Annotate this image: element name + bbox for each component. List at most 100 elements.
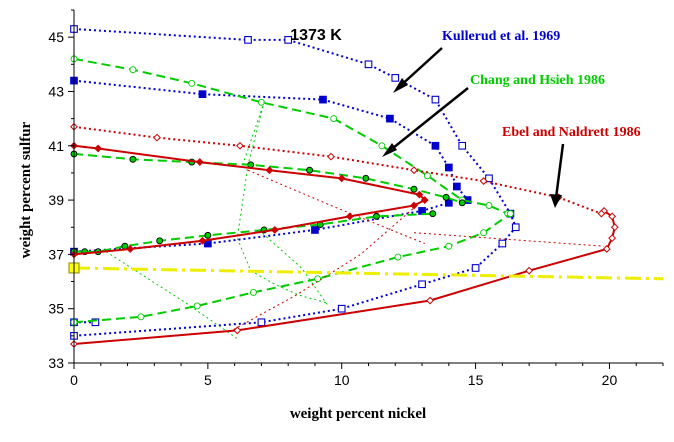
data-point-kullerud-et-al-1969: [452, 182, 461, 191]
data-point-chang-and-hsieh-1986: [129, 155, 137, 163]
data-point-ebel-and-naldrett-1986: [410, 166, 418, 175]
data-point-kullerud-et-al-1969: [485, 174, 493, 183]
data-point-chang-and-hsieh-1986: [257, 98, 265, 106]
data-point-kullerud-et-al-1969: [471, 264, 480, 272]
data-point-kullerud-et-al-1969: [337, 304, 346, 313]
series-line-chang-and-hsieh-1986-0: [73, 57, 509, 215]
x-tick-label: 5: [204, 372, 212, 388]
data-point-kullerud-et-al-1969: [319, 95, 327, 104]
data-point-chang-and-hsieh-1986: [458, 199, 466, 207]
data-point-chang-and-hsieh-1986: [373, 212, 380, 220]
data-point-chang-and-hsieh-1986: [193, 302, 201, 310]
annotation-kullerud: Kullerud et al. 1969: [442, 29, 560, 44]
data-point-ebel-and-naldrett-1986: [265, 166, 274, 175]
data-point-ebel-and-naldrett-1986: [610, 223, 619, 232]
data-point-kullerud-et-al-1969: [444, 163, 453, 172]
data-point-chang-and-hsieh-1986: [330, 115, 338, 123]
y-tick-label: 37: [48, 246, 64, 262]
annotation-ebel-naldrett: Ebel and Naldrett 1986: [502, 125, 641, 140]
data-point-chang-and-hsieh-1986: [423, 172, 431, 180]
data-point-ebel-and-naldrett-1986: [126, 245, 135, 253]
data-point-kullerud-et-al-1969: [198, 90, 207, 99]
series-line-kullerud-et-al-1969-2: [73, 201, 450, 253]
data-point-kullerud-et-al-1969: [431, 95, 440, 104]
data-point-chang-and-hsieh-1986: [188, 79, 196, 87]
series-line-kullerud-et-al-1969-0: [73, 28, 517, 337]
series-chang-and-hsieh-1986: [70, 55, 514, 340]
data-point-chang-and-hsieh-1986: [506, 210, 514, 218]
series-line-ebel-and-naldrett-1986-5: [247, 169, 425, 244]
y-tick-label: 43: [48, 83, 64, 99]
data-point-chang-and-hsieh-1986: [429, 210, 437, 218]
data-point-kullerud-et-al-1969: [364, 60, 373, 69]
chart-title: 1373 K: [290, 27, 342, 44]
y-tick-label: 39: [48, 192, 64, 208]
annotation-chang-hsieh: Chang and Hsieh 1986: [470, 73, 605, 88]
data-point-kullerud-et-al-1969: [244, 36, 252, 44]
data-point-ebel-and-naldrett-1986: [608, 212, 617, 221]
series-line-ebel-and-naldrett-1986-4: [413, 232, 605, 247]
data-point-ebel-and-naldrett-1986: [525, 266, 534, 275]
data-point-ebel-and-naldrett-1986: [327, 152, 335, 161]
x-tick-label: 10: [334, 372, 350, 388]
data-point-chang-and-hsieh-1986: [156, 237, 164, 245]
y-axis-title: weight percent sulfur: [18, 121, 34, 258]
arrowhead-chang-hsieh: [382, 143, 397, 157]
x-tick-label: 15: [468, 372, 484, 388]
data-point-ebel-and-naldrett-1986: [94, 144, 103, 153]
x-tick-label: 0: [70, 372, 78, 388]
data-point-kullerud-et-al-1969: [257, 318, 266, 327]
data-point-chang-and-hsieh-1986: [394, 253, 402, 261]
data-point-ebel-and-naldrett-1986: [602, 245, 611, 253]
data-point-ebel-and-naldrett-1986: [337, 174, 346, 183]
x-tick-label: 20: [602, 372, 618, 388]
arrowhead-kullerud: [393, 78, 408, 93]
data-point-kullerud-et-al-1969: [511, 223, 520, 232]
data-point-ebel-and-naldrett-1986: [270, 226, 279, 234]
series-line-chang-and-hsieh-1986-1: [73, 152, 463, 204]
data-point-ebel-and-naldrett-1986: [345, 212, 354, 221]
axes-layer: 0 5 10 15 20 33 35 37 39 41 43 45: [48, 9, 664, 388]
data-point-chang-and-hsieh-1986: [410, 185, 418, 193]
data-point-chang-and-hsieh-1986: [480, 229, 488, 237]
series-line-chang-and-hsieh-1986-4: [236, 101, 329, 304]
series-line-ebel-and-naldrett-1986-2: [73, 125, 602, 215]
data-point-chang-and-hsieh-1986: [485, 202, 493, 209]
arrowhead-ebel-naldrett: [550, 194, 562, 208]
data-point-ebel-and-naldrett-1986: [479, 177, 488, 185]
data-point-ebel-and-naldrett-1986: [195, 158, 204, 166]
data-point-kullerud-et-al-1969: [91, 318, 100, 327]
data-point-chang-and-hsieh-1986: [362, 174, 370, 182]
data-point-chang-and-hsieh-1986: [137, 313, 145, 321]
data-point-kullerud-et-al-1969: [498, 239, 507, 248]
data-point-chang-and-hsieh-1986: [249, 288, 257, 296]
data-point-ebel-and-naldrett-1986: [415, 190, 424, 199]
data-point-chang-and-hsieh-1986: [442, 193, 450, 201]
arrow-ebel-naldrett: [554, 143, 565, 199]
data-point-chang-and-hsieh-1986: [204, 231, 212, 239]
series-line-chang-and-hsieh-1986-3: [73, 212, 511, 324]
data-point-ebel-and-naldrett-1986: [597, 209, 606, 218]
data-point-ebel-and-naldrett-1986: [420, 196, 429, 204]
data-point-kullerud-et-al-1969: [418, 280, 426, 289]
data-point-kullerud-et-al-1969: [284, 36, 293, 44]
data-point-kullerud-et-al-1969: [431, 141, 440, 150]
data-point-ebel-and-naldrett-1986: [608, 234, 617, 242]
x-axis-title: weight percent nickel: [290, 406, 426, 422]
data-point-kullerud-et-al-1969: [311, 226, 319, 234]
data-point-ebel-and-naldrett-1986: [426, 296, 434, 305]
data-point-chang-and-hsieh-1986: [314, 275, 322, 283]
arrow-kullerud: [397, 47, 443, 89]
arrow-chang-hsieh: [387, 87, 469, 153]
data-point-ebel-and-naldrett-1986: [153, 133, 161, 142]
y-tick-label: 35: [48, 301, 64, 317]
data-point-chang-and-hsieh-1986: [129, 66, 137, 74]
y-tick-label: 45: [48, 29, 64, 45]
data-point-kullerud-et-al-1969: [386, 114, 394, 123]
data-point-chang-and-hsieh-1986: [378, 142, 386, 150]
series-line-chang-and-hsieh-1986-2: [74, 212, 433, 253]
data-point-kullerud-et-al-1969: [458, 141, 467, 150]
